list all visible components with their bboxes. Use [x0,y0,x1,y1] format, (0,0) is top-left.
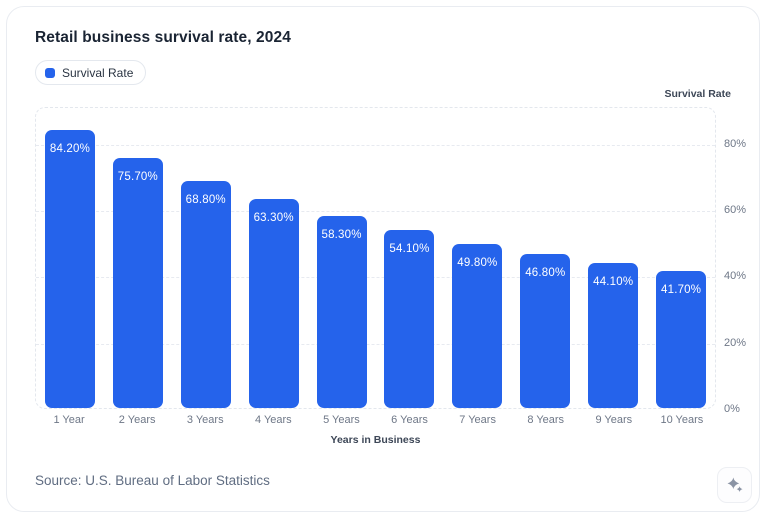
y-tick-label: 20% [724,336,747,349]
bar-slot: 54.10% [376,108,444,408]
bar-value-label: 63.30% [253,212,294,225]
bar-value-label: 49.80% [457,256,498,269]
chart-card: Retail business survival rate, 2024 Surv… [6,6,760,512]
bar-slot: 68.80% [172,108,240,408]
y-axis-title: Survival Rate [664,88,731,100]
bar-value-label: 75.70% [117,171,158,184]
gridline [36,210,715,212]
x-axis-tick-labels: 1 Year 2 Years 3 Years 4 Years 5 Years 6 Year… [35,414,716,426]
y-tick-label: 0% [724,403,740,415]
bars-row: 84.20% 75.70% 68.80% 63.30% 58.30% 54.10% 49.8… [36,108,715,408]
x-tick-label: 6 Years [391,414,428,426]
gridline [36,144,715,146]
bar-5-years[interactable]: 58.30% [316,215,367,408]
bar-slot: 49.80% [443,108,511,408]
x-tick-label: 1 Year [53,414,85,426]
bar-slot: 63.30% [240,108,308,408]
bar-6-years[interactable]: 54.10% [384,229,435,408]
bar-value-label: 41.70% [661,283,702,296]
bar-value-label: 58.30% [321,228,362,241]
x-tick-label: 10 Years [660,414,704,426]
gridline [36,277,715,279]
bar-1-year[interactable]: 84.20% [44,130,95,408]
bar-value-label: 46.80% [525,266,566,279]
source-text: Source: U.S. Bureau of Labor Statistics [35,473,270,488]
x-tick-label: 4 Years [254,414,292,426]
bar-slot: 46.80% [511,108,579,408]
ai-assistant-button[interactable] [717,467,752,503]
x-tick-label: 5 Years [323,414,360,426]
bar-slot: 75.70% [104,108,172,408]
y-tick-label: 60% [724,203,747,216]
bar-value-label: 68.80% [185,194,226,207]
bar-slot: 41.70% [647,108,715,408]
bar-3-years[interactable]: 68.80% [180,181,231,408]
bar-slot: 44.10% [579,108,647,408]
x-tick-label: 3 Years [186,414,224,426]
sparkles-icon [725,475,745,495]
y-tick-label: 40% [724,270,747,283]
x-tick-label: 2 Years [118,414,156,426]
legend-item-survival-rate[interactable]: Survival Rate [35,60,147,85]
bar-8-years[interactable]: 46.80% [520,253,571,408]
bar-value-label: 84.20% [49,143,91,156]
legend-label: Survival Rate [62,65,134,80]
x-tick-label: 7 Years [459,414,496,426]
bar-value-label: 54.10% [389,242,430,255]
bar-value-label: 44.10% [593,275,634,288]
bar-7-years[interactable]: 49.80% [452,243,503,408]
bar-9-years[interactable]: 44.10% [588,262,639,408]
bar-10-years[interactable]: 41.70% [656,270,707,408]
legend-swatch-icon [45,67,55,78]
x-tick-label: 8 Years [527,414,565,426]
bar-2-years[interactable]: 75.70% [112,158,163,408]
y-tick-label: 80% [724,137,747,150]
x-tick-label: 9 Years [595,414,633,426]
gridline [36,343,715,345]
bar-slot: 84.20% [36,108,104,408]
bar-4-years[interactable]: 63.30% [248,199,299,408]
x-axis-title: Years in Business [330,434,421,446]
plot-area: 84.20% 75.70% 68.80% 63.30% 58.30% 54.10% 49.8… [35,107,716,409]
bar-slot: 58.30% [308,108,376,408]
chart-title: Retail business survival rate, 2024 [35,29,291,46]
